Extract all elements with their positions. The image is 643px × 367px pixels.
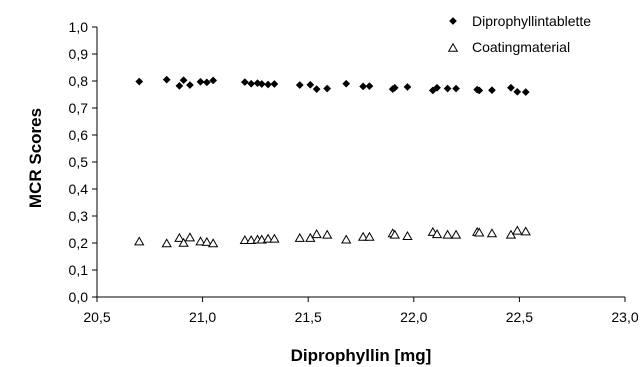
data-point xyxy=(364,231,375,241)
x-tick-label: 21,5 xyxy=(295,309,322,325)
data-point xyxy=(135,77,144,86)
data-markers xyxy=(134,75,531,248)
data-point xyxy=(389,229,400,239)
data-point xyxy=(474,227,485,237)
data-point xyxy=(520,226,531,236)
y-tick-label: 0,3 xyxy=(69,208,89,224)
data-point xyxy=(342,79,351,88)
legend-marker-diamond xyxy=(449,17,457,25)
data-point xyxy=(161,238,172,248)
data-point xyxy=(207,238,219,248)
data-point xyxy=(179,76,188,85)
data-point xyxy=(306,80,315,89)
data-point xyxy=(513,87,522,96)
data-point xyxy=(475,86,484,95)
y-tick-label: 0,2 xyxy=(69,235,89,251)
y-tick-label: 0,4 xyxy=(69,181,89,197)
data-point xyxy=(195,236,206,246)
data-point xyxy=(487,86,496,95)
data-point xyxy=(262,233,274,243)
data-point xyxy=(431,229,443,239)
data-point xyxy=(512,225,523,235)
y-axis: 0,0 0,1 0,2 0,3 0,4 0,5 0,6 0,7 0,8 0,9 1,0 xyxy=(69,19,98,305)
data-point xyxy=(185,81,194,90)
legend-label: Coatingmaterial xyxy=(472,39,570,55)
y-tick-label: 1,0 xyxy=(69,19,89,35)
data-point xyxy=(294,232,305,242)
data-point xyxy=(257,80,266,88)
x-tick-label: 22,0 xyxy=(400,309,427,325)
y-tick-label: 0,9 xyxy=(69,46,89,62)
data-point xyxy=(240,78,249,87)
data-point xyxy=(341,234,352,244)
data-point xyxy=(390,83,399,92)
y-tick-label: 0,8 xyxy=(69,73,89,89)
x-axis: 20,5 21,0 21,5 22,0 22,5 23,0 xyxy=(83,296,639,325)
y-tick-label: 0,0 xyxy=(69,289,89,305)
legend-label: Diprophyllintablette xyxy=(472,13,591,29)
data-point xyxy=(452,84,460,93)
data-point xyxy=(486,228,498,238)
legend-item: Diprophyllintablette xyxy=(449,13,591,29)
data-point xyxy=(433,83,441,92)
data-point xyxy=(178,237,189,247)
data-point xyxy=(322,229,333,239)
data-point xyxy=(239,234,251,245)
legend-item: Coatingmaterial xyxy=(447,39,570,55)
data-point xyxy=(442,229,453,239)
y-tick-label: 0,1 xyxy=(69,262,89,278)
y-tick-label: 0,7 xyxy=(69,100,89,116)
data-point xyxy=(312,85,321,94)
data-point xyxy=(209,76,218,85)
data-point xyxy=(506,83,515,92)
data-point xyxy=(134,236,145,246)
y-axis-title: MCR Scores xyxy=(26,108,45,208)
y-tick-label: 0,6 xyxy=(69,127,89,143)
data-point xyxy=(365,82,374,91)
data-point xyxy=(201,236,212,246)
data-point xyxy=(202,78,211,87)
data-point xyxy=(402,230,413,240)
data-point xyxy=(269,233,280,243)
x-tick-label: 20,5 xyxy=(83,309,110,325)
data-point xyxy=(323,84,332,93)
data-point xyxy=(174,232,185,242)
x-tick-label: 22,5 xyxy=(506,309,533,325)
data-point xyxy=(357,231,369,241)
data-point xyxy=(295,81,304,90)
data-point xyxy=(264,80,273,89)
data-point xyxy=(162,75,171,84)
data-point xyxy=(403,82,412,91)
data-point xyxy=(311,229,322,239)
data-point xyxy=(247,79,256,88)
data-point xyxy=(175,81,184,90)
series-diprophyllintablette xyxy=(135,75,530,97)
data-point xyxy=(270,80,279,88)
series-coatingmaterial xyxy=(134,225,531,248)
x-tick-label: 23,0 xyxy=(611,309,638,325)
data-point xyxy=(184,232,196,242)
y-tick-label: 0,5 xyxy=(69,154,89,170)
data-point xyxy=(521,88,530,97)
x-axis-title: Diprophyllin [mg] xyxy=(291,346,432,365)
data-point xyxy=(359,82,368,91)
data-point xyxy=(443,84,452,93)
legend: Diprophyllintablette Coatingmaterial xyxy=(447,13,591,55)
data-point xyxy=(246,234,257,245)
data-point xyxy=(450,229,462,239)
x-tick-label: 21,0 xyxy=(189,309,216,325)
legend-marker-triangle xyxy=(447,42,459,52)
data-point xyxy=(196,77,205,86)
